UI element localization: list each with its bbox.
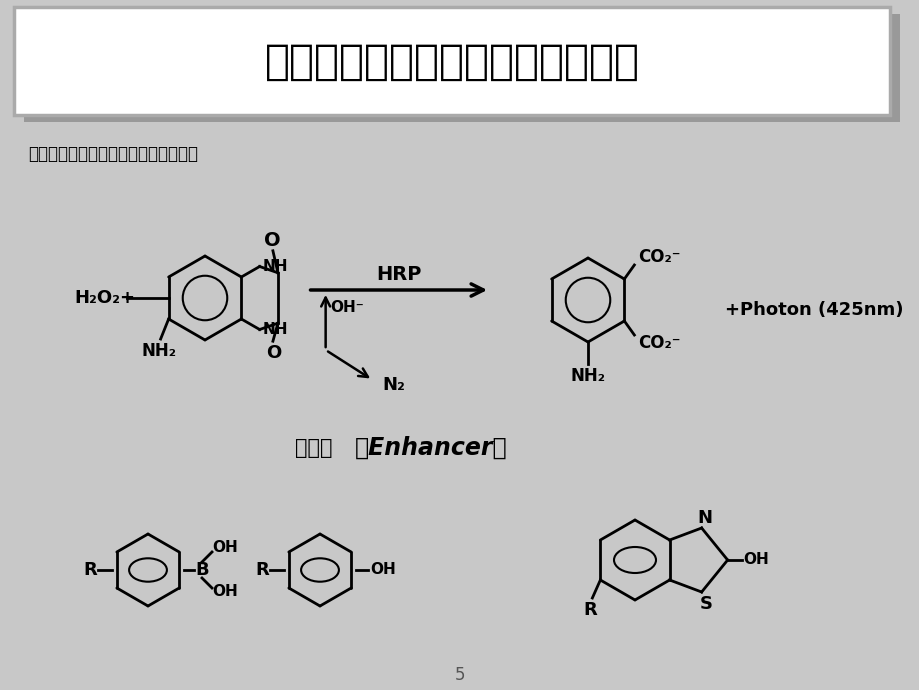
Text: N₂: N₂ <box>382 376 405 394</box>
Text: OH: OH <box>211 540 237 555</box>
FancyBboxPatch shape <box>14 7 889 115</box>
Text: NH₂: NH₂ <box>141 342 176 360</box>
Text: OH⁻: OH⁻ <box>330 301 364 315</box>
Text: CO₂⁻: CO₂⁻ <box>638 334 680 352</box>
Text: B: B <box>195 561 209 579</box>
Text: R: R <box>255 561 268 579</box>
Text: NH: NH <box>262 259 288 274</box>
Text: H₂O₂+: H₂O₂+ <box>74 289 135 307</box>
Text: S: S <box>699 595 712 613</box>
Text: NH: NH <box>262 322 288 337</box>
Text: （Enhancer）: （Enhancer） <box>355 436 507 460</box>
Text: N: N <box>697 509 711 527</box>
FancyBboxPatch shape <box>24 14 899 122</box>
Text: 商业化产品中常见的化学发光系统: 商业化产品中常见的化学发光系统 <box>265 41 639 83</box>
Text: O: O <box>264 231 280 250</box>
Text: HRP: HRP <box>376 264 421 284</box>
Text: 鲁米诺及其衍生物的增敏化学发光系统: 鲁米诺及其衍生物的增敏化学发光系统 <box>28 145 198 163</box>
Text: CO₂⁻: CO₂⁻ <box>638 248 680 266</box>
Text: OH: OH <box>211 584 237 600</box>
Text: OH: OH <box>743 553 768 567</box>
Text: 5: 5 <box>454 666 465 684</box>
Text: R: R <box>583 601 596 619</box>
Text: +Photon (425nm): +Photon (425nm) <box>724 301 902 319</box>
Text: 增强剂: 增强剂 <box>295 438 332 458</box>
Text: OH: OH <box>369 562 395 578</box>
Text: R: R <box>83 561 96 579</box>
Text: O: O <box>266 344 281 362</box>
Text: NH₂: NH₂ <box>570 367 605 385</box>
